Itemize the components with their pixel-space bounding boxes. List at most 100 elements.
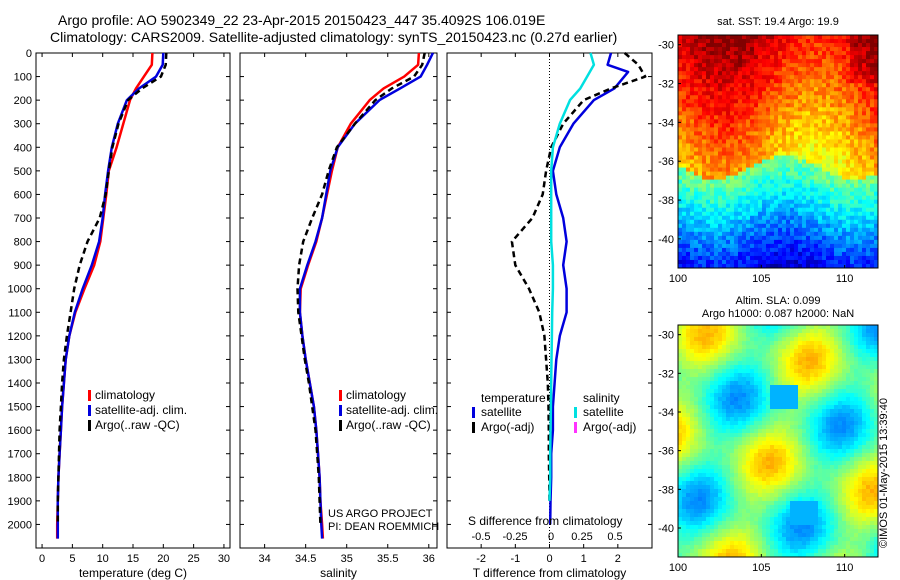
- salinity-panel-x-tick-label: 35: [341, 553, 353, 565]
- temperature-panel-x-tick-label: 25: [188, 553, 200, 565]
- legend-salinity-title: salinity: [583, 391, 620, 405]
- salinity-panel-series-line: [296, 52, 426, 525]
- y-tick-label: 800: [14, 237, 32, 249]
- diff-top-tick-label: -0.5: [472, 531, 491, 543]
- difference-panel-x-tick-label: 1: [581, 553, 587, 565]
- y-tick-label: 1500: [8, 402, 32, 414]
- salinity-panel-xlabel: salinity: [320, 566, 357, 580]
- y-tick-label: 300: [14, 119, 32, 131]
- temperature-panel-x-tick-label: 15: [127, 553, 139, 565]
- difference-panel-xlabel: T difference from climatology: [473, 566, 627, 580]
- salinity-panel-frame: [239, 52, 438, 549]
- y-tick-label: 1800: [8, 472, 32, 484]
- sla-map-frame: [677, 324, 879, 558]
- y-tick-label: 100: [14, 72, 32, 84]
- sst-map-y-tick-label: -34: [658, 117, 674, 129]
- diff-top-tick-label: 0.5: [607, 531, 622, 543]
- salinity-panel-legend-swatch: [339, 420, 342, 431]
- temperature-panel-series-line: [56, 52, 165, 539]
- temperature-panel-xlabel: temperature (deg C): [79, 566, 187, 580]
- sst-map-x-tick-label: 100: [669, 273, 687, 285]
- salinity-panel-legend-label: climatology: [346, 388, 406, 402]
- temperature-panel-legend-swatch: [88, 390, 91, 401]
- credit-project: US ARGO PROJECT: [328, 508, 433, 520]
- salinity-panel-legend-label: satellite-adj. clim.: [346, 403, 438, 417]
- sst-map-y-tick-label: -30: [658, 40, 674, 52]
- diff-legend-label: satellite: [583, 405, 624, 419]
- sla-map-cells: [678, 325, 879, 558]
- imos-credit: ©IMOS 01-May-2015 13:39:40: [878, 398, 890, 548]
- salinity-panel-x-tick-label: 36: [423, 553, 435, 565]
- y-tick-label: 500: [14, 166, 32, 178]
- diff-legend-label: Argo(-adj): [481, 420, 534, 434]
- sla-map-x-tick-label: 105: [752, 562, 770, 574]
- y-tick-label: 1300: [8, 354, 32, 366]
- title-line-2: Climatology: CARS2009. Satellite-adjuste…: [50, 29, 618, 45]
- sst-map-cells: [678, 35, 879, 269]
- sla-map-y-tick-label: -38: [658, 484, 674, 496]
- diff-top-tick-label: 0: [548, 531, 554, 543]
- y-tick-label: 2000: [8, 519, 32, 531]
- sla-map-y-tick-label: -36: [658, 446, 674, 458]
- temperature-panel-legend-label: climatology: [95, 388, 155, 402]
- salinity-panel-legend-label: Argo(..raw -QC): [346, 418, 431, 432]
- sla-map-y-tick-label: -34: [658, 407, 674, 419]
- temperature-panel-legend-swatch: [88, 405, 91, 416]
- sla-map-y-tick-label: -30: [658, 330, 674, 342]
- difference-panel-x-tick-label: -2: [476, 553, 486, 565]
- y-tick-label: 1600: [8, 425, 32, 437]
- sst-map-y-tick-label: -36: [658, 156, 674, 168]
- diff-legend-swatch: [574, 422, 577, 433]
- sla-map-y-tick-label: -32: [658, 368, 674, 380]
- diff-legend-label: Argo(-adj): [583, 420, 636, 434]
- salinity-panel-x-tick-label: 35.5: [377, 553, 398, 565]
- title-line-1: Argo profile: AO 5902349_22 23-Apr-2015 …: [58, 12, 546, 28]
- salinity-panel-series-line: [298, 52, 435, 539]
- sst-map-x-tick-label: 110: [836, 273, 854, 285]
- y-tick-label: 1700: [8, 449, 32, 461]
- y-tick-label: 1000: [8, 284, 32, 296]
- sst-map-y-tick-label: -32: [658, 79, 674, 91]
- salinity-panel-legend-swatch: [339, 405, 342, 416]
- temperature-panel-series-line: [56, 52, 168, 525]
- temperature-panel-x-tick-label: 5: [69, 553, 75, 565]
- difference-panel-x-tick-label: 0: [546, 553, 552, 565]
- y-tick-label: 1100: [8, 307, 32, 319]
- salinity-panel-x-tick-label: 34.5: [295, 553, 316, 565]
- sst-map-frame: [677, 34, 879, 269]
- y-tick-label: 1400: [8, 378, 32, 390]
- temperature-panel-x-tick-label: 0: [39, 553, 45, 565]
- sla-map-title-2: Argo h1000: 0.087 h2000: NaN: [702, 308, 854, 320]
- temperature-panel-legend-label: Argo(..raw -QC): [95, 418, 180, 432]
- temperature-panel-legend-swatch: [88, 420, 91, 431]
- y-tick-label: 600: [14, 189, 32, 201]
- y-tick-label: 0: [26, 48, 32, 60]
- diff-legend-swatch: [574, 407, 577, 418]
- overflow-mask: [653, 40, 677, 560]
- y-tick-label: 900: [14, 260, 32, 272]
- diff-top-axis-label: S difference from climatology: [468, 514, 623, 528]
- temperature-panel-x-tick-label: 20: [157, 553, 169, 565]
- sla-map-title-1: Altim. SLA: 0.099: [736, 295, 821, 307]
- sst-map-y-tick-label: -40: [658, 234, 674, 246]
- sla-map-y-tick-label: -40: [658, 523, 674, 535]
- temperature-panel-x-tick-label: 10: [97, 553, 109, 565]
- y-tick-label: 400: [14, 142, 32, 154]
- difference-panel-series-line: [548, 52, 630, 525]
- diff-legend-swatch: [472, 422, 475, 433]
- legend-temperature-title: temperature: [481, 391, 546, 405]
- diff-top-tick-label: -0.25: [502, 531, 527, 543]
- temperature-panel-legend-label: satellite-adj. clim.: [95, 403, 187, 417]
- difference-panel-series-line: [548, 52, 596, 501]
- sla-map-x-tick-label: 110: [836, 562, 854, 574]
- sst-map-title: sat. SST: 19.4 Argo: 19.9: [717, 16, 839, 28]
- diff-legend-swatch: [472, 407, 475, 418]
- sst-map-y-tick-label: -38: [658, 195, 674, 207]
- difference-panel-x-tick-label: 2: [615, 553, 621, 565]
- salinity-panel-legend-swatch: [339, 390, 342, 401]
- difference-panel-series-line: [510, 52, 647, 501]
- diff-legend-label: satellite: [481, 405, 522, 419]
- difference-panel-x-tick-label: -1: [510, 553, 520, 565]
- y-tick-label: 700: [14, 213, 32, 225]
